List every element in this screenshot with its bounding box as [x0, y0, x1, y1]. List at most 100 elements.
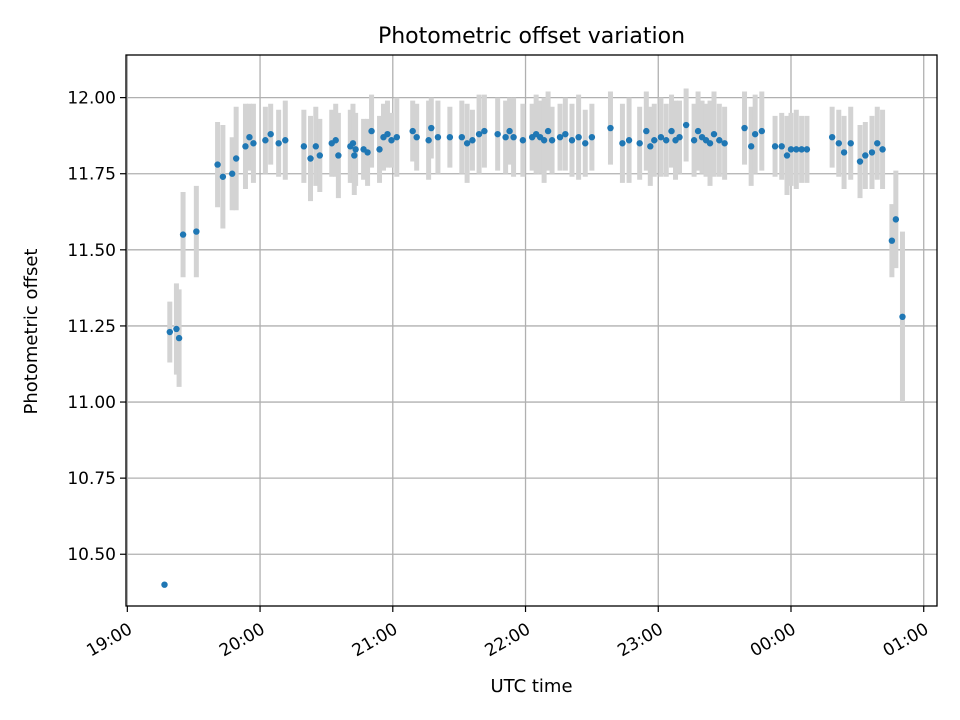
data-point [706, 140, 714, 147]
data-point [647, 143, 654, 150]
data-point [494, 130, 501, 138]
data-point [619, 140, 626, 147]
data-point [316, 152, 323, 159]
data-point [481, 127, 488, 135]
data-point [463, 140, 471, 147]
data-point [778, 143, 785, 150]
data-point [364, 149, 371, 156]
data-point [413, 133, 420, 141]
data-point [856, 158, 864, 165]
data-point [741, 124, 748, 132]
data-point [771, 143, 779, 150]
data-point [312, 143, 320, 150]
data-point [262, 137, 269, 144]
data-point [663, 137, 670, 144]
y-axis-ticks: 10.50 10.75 11.00 11.25 11.50 11.75 12.00 [67, 89, 126, 565]
data-point [607, 124, 614, 132]
data-point [710, 130, 718, 138]
data-point [232, 155, 240, 162]
data-point [676, 133, 683, 141]
data-point [376, 146, 383, 153]
data-point [506, 127, 513, 135]
y-tick-label: 11.25 [67, 317, 116, 337]
data-point [874, 140, 881, 147]
data-point [747, 143, 755, 150]
data-point [469, 137, 476, 144]
data-point [798, 146, 805, 153]
data-point [502, 133, 509, 141]
data-point [803, 146, 811, 153]
data-point [250, 140, 257, 147]
y-tick-label: 11.50 [67, 241, 116, 261]
data-point [458, 133, 466, 141]
data-point [625, 137, 633, 144]
x-axis-label: UTC time [490, 676, 572, 697]
data-point [582, 140, 589, 147]
grid [126, 55, 937, 606]
data-point [651, 137, 658, 144]
data-point [351, 152, 358, 159]
data-point [246, 133, 253, 141]
data-point [879, 146, 886, 153]
data-point [694, 127, 702, 135]
data-point [657, 133, 665, 141]
y-tick-label: 12.00 [67, 89, 116, 109]
y-tick-label: 10.50 [67, 545, 116, 565]
data-point [751, 130, 759, 138]
data-point [862, 152, 869, 159]
data-point [835, 140, 842, 147]
data-point [899, 313, 906, 321]
data-point [282, 137, 289, 144]
data-point [166, 328, 174, 336]
data-point [349, 140, 357, 147]
data-point [758, 127, 765, 135]
data-point [510, 133, 517, 141]
data-point [636, 140, 643, 147]
data-point [556, 133, 564, 141]
data-point [242, 143, 249, 150]
data-point [219, 173, 227, 180]
data-point [161, 581, 168, 588]
chart-title: Photometric offset variation [378, 24, 685, 49]
data-point [267, 130, 274, 138]
data-points [161, 121, 906, 588]
data-point [892, 216, 900, 223]
data-point [793, 146, 800, 153]
data-point [783, 152, 791, 159]
y-tick-label: 11.00 [67, 393, 116, 413]
plot-frame [125, 54, 938, 607]
data-point [787, 146, 795, 153]
data-point [393, 133, 400, 141]
data-point [475, 130, 483, 138]
data-point [544, 127, 552, 135]
data-point [428, 124, 435, 132]
data-point [690, 137, 698, 144]
data-point [368, 127, 375, 135]
data-point [721, 140, 728, 147]
data-point [446, 133, 454, 141]
data-point [307, 155, 314, 162]
data-point [519, 137, 527, 144]
data-point [228, 170, 236, 177]
data-point [175, 334, 183, 342]
data-point [332, 137, 339, 144]
data-point [434, 133, 442, 141]
data-point [868, 149, 876, 156]
data-point [888, 237, 896, 244]
data-point [214, 161, 221, 168]
y-axis-label: Photometric offset [21, 249, 42, 415]
data-point [716, 137, 723, 144]
data-point [643, 127, 650, 135]
y-tick-label: 10.75 [67, 469, 116, 489]
data-point [384, 130, 391, 138]
data-point [173, 325, 180, 333]
data-point [840, 149, 848, 156]
data-point [300, 143, 308, 150]
data-point [335, 152, 342, 159]
data-point [575, 133, 582, 141]
data-point [409, 127, 416, 135]
data-point [388, 137, 395, 144]
data-point [193, 228, 200, 235]
data-point [275, 140, 282, 147]
data-point [562, 130, 569, 138]
